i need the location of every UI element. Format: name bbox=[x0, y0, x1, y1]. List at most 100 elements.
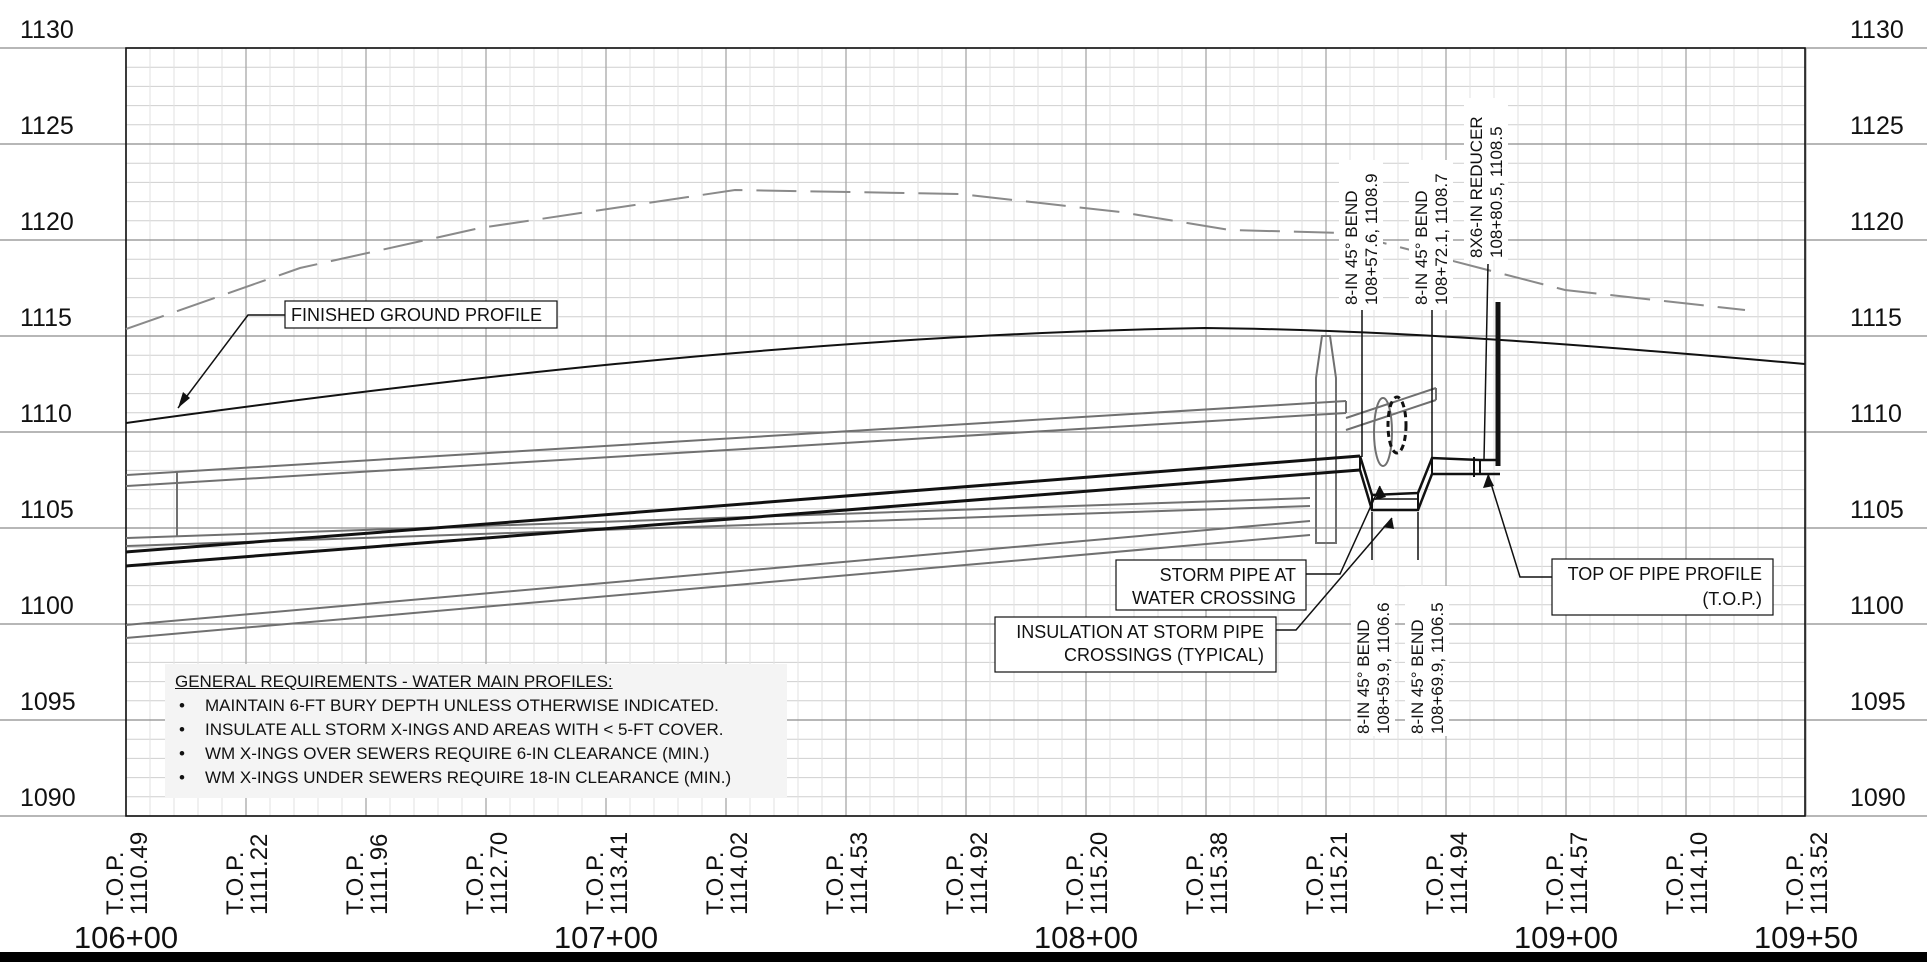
leader-arrowheads bbox=[178, 392, 1494, 529]
existing-ground-dashed-line bbox=[125, 188, 1746, 330]
top-label-3: T.O.P.1112.70 bbox=[462, 832, 513, 915]
top-label-value: 1115.38 bbox=[1206, 832, 1233, 915]
top-label-0: T.O.P.1110.49 bbox=[102, 832, 153, 915]
top-label-prefix: T.O.P. bbox=[582, 851, 609, 915]
fitting-4-line2: 108+59.9, 1106.6 bbox=[1374, 602, 1393, 734]
top-label-7: T.O.P.1114.92 bbox=[942, 832, 993, 915]
finished-ground-box bbox=[284, 300, 558, 329]
top-label-prefix: T.O.P. bbox=[1662, 851, 1689, 915]
top-label-8: T.O.P.1115.20 bbox=[1062, 832, 1113, 915]
top-label-2: T.O.P.1111.96 bbox=[342, 834, 393, 915]
storm-pipes bbox=[125, 335, 1437, 639]
notes-list: MAINTAIN 6-FT BURY DEPTH UNLESS OTHERWIS… bbox=[175, 694, 779, 790]
top-label-13: T.O.P.1114.10 bbox=[1662, 832, 1713, 915]
fitting-5-line2: 108+69.9, 1106.5 bbox=[1428, 602, 1447, 734]
elev-left-1125: 1125 bbox=[20, 112, 74, 140]
station-108-00: 108+00 bbox=[1034, 920, 1138, 955]
top-label-12: T.O.P.1114.57 bbox=[1542, 832, 1593, 915]
top-label-prefix: T.O.P. bbox=[462, 851, 489, 915]
insulation-label-2: CROSSINGS (TYPICAL) bbox=[1064, 645, 1264, 665]
elev-left-1105: 1105 bbox=[20, 496, 74, 524]
top-profile-label-2: (T.O.P.) bbox=[1702, 589, 1762, 609]
top-label-prefix: T.O.P. bbox=[222, 851, 249, 915]
top-label-10: T.O.P.1115.21 bbox=[1302, 832, 1353, 915]
water-main bbox=[125, 302, 1501, 568]
top-label-value: 1114.92 bbox=[966, 832, 993, 915]
elev-right-1115: 1115 bbox=[1850, 304, 1902, 332]
fitting-1-bg bbox=[1339, 160, 1383, 310]
station-109-50: 109+50 bbox=[1754, 920, 1858, 955]
fitting-1-line1: 8-IN 45° BEND bbox=[1342, 190, 1361, 305]
finished-ground-label: FINISHED GROUND PROFILE bbox=[291, 305, 542, 325]
top-label-6: T.O.P.1114.53 bbox=[822, 832, 873, 915]
elev-left-1115: 1115 bbox=[20, 304, 72, 332]
station-109-00: 109+00 bbox=[1514, 920, 1618, 955]
elev-right-1095: 1095 bbox=[1850, 688, 1906, 716]
note-item: WM X-INGS UNDER SEWERS REQUIRE 18-IN CLE… bbox=[179, 766, 779, 790]
top-label-prefix: T.O.P. bbox=[102, 851, 129, 915]
top-label-value: 1114.94 bbox=[1446, 832, 1473, 915]
top-label-value: 1110.49 bbox=[126, 832, 153, 915]
elev-right-1125: 1125 bbox=[1850, 112, 1904, 140]
top-label-prefix: T.O.P. bbox=[1782, 851, 1809, 915]
top-label-value: 1115.20 bbox=[1086, 832, 1113, 915]
elev-right-1110: 1110 bbox=[1850, 400, 1902, 428]
leader-lines bbox=[177, 263, 1552, 631]
top-label-prefix: T.O.P. bbox=[342, 851, 369, 915]
top-label-14: T.O.P.1113.52 bbox=[1782, 832, 1833, 915]
elev-right-1100: 1100 bbox=[1850, 592, 1904, 620]
fitting-4-bg bbox=[1351, 586, 1395, 736]
top-label-prefix: T.O.P. bbox=[702, 851, 729, 915]
top-label-value: 1114.53 bbox=[846, 832, 873, 915]
fitting-2-line2: 108+72.1, 1108.7 bbox=[1432, 173, 1451, 305]
elev-right-1105: 1105 bbox=[1850, 496, 1904, 524]
top-label-prefix: T.O.P. bbox=[1062, 851, 1089, 915]
notes-heading: GENERAL REQUIREMENTS - WATER MAIN PROFIL… bbox=[175, 672, 613, 691]
top-label-value: 1112.70 bbox=[486, 832, 513, 915]
sheet-bottom-border bbox=[0, 952, 1927, 962]
elev-left-1095: 1095 bbox=[20, 688, 76, 716]
elev-left-1130: 1130 bbox=[20, 16, 74, 44]
insulation-box bbox=[994, 616, 1277, 673]
fitting-2-bg bbox=[1409, 160, 1453, 310]
storm-pipe-box bbox=[1115, 559, 1307, 611]
elev-right-1090: 1090 bbox=[1850, 784, 1906, 812]
top-label-9: T.O.P.1115.38 bbox=[1182, 832, 1233, 915]
elev-right-1120: 1120 bbox=[1850, 208, 1904, 236]
storm-pipe-label-2: WATER CROSSING bbox=[1132, 588, 1296, 608]
elevation-labels: 1130 1125 1120 1115 1110 1105 1100 1095 … bbox=[20, 16, 1906, 812]
top-label-prefix: T.O.P. bbox=[1422, 851, 1449, 915]
top-label-prefix: T.O.P. bbox=[822, 851, 849, 915]
station-107-00: 107+00 bbox=[554, 920, 658, 955]
note-item: INSULATE ALL STORM X-INGS AND AREAS WITH… bbox=[179, 718, 779, 742]
elev-left-1120: 1120 bbox=[20, 208, 74, 236]
fitting-1-line2: 108+57.6, 1108.9 bbox=[1362, 173, 1381, 305]
top-label-value: 1114.10 bbox=[1686, 832, 1713, 915]
elev-left-1100: 1100 bbox=[20, 592, 74, 620]
top-label-prefix: T.O.P. bbox=[942, 851, 969, 915]
elev-right-1130: 1130 bbox=[1850, 16, 1904, 44]
top-label-value: 1115.21 bbox=[1326, 832, 1353, 915]
top-label-value: 1114.57 bbox=[1566, 832, 1593, 915]
top-label-1: T.O.P.1111.22 bbox=[222, 834, 273, 915]
insulation-label-1: INSULATION AT STORM PIPE bbox=[1016, 622, 1264, 642]
top-profile-box bbox=[1551, 558, 1774, 616]
storm-pipe-label-1: STORM PIPE AT bbox=[1160, 565, 1296, 585]
elev-left-1090: 1090 bbox=[20, 784, 76, 812]
finished-ground-line bbox=[125, 326, 1806, 424]
fitting-3-line2: 108+80.5, 1108.5 bbox=[1487, 126, 1506, 258]
top-label-4: T.O.P.1113.41 bbox=[582, 832, 633, 915]
fitting-3-line1: 8X6-IN REDUCER bbox=[1467, 116, 1486, 258]
fitting-5-bg bbox=[1405, 586, 1449, 736]
top-label-prefix: T.O.P. bbox=[1302, 851, 1329, 915]
top-label-prefix: T.O.P. bbox=[1182, 851, 1209, 915]
top-label-value: 1113.52 bbox=[1806, 832, 1833, 915]
fitting-5-line1: 8-IN 45° BEND bbox=[1408, 619, 1427, 734]
top-of-pipe-labels: T.O.P.1110.49 T.O.P.1111.22 T.O.P.1111.96 T… bbox=[102, 832, 1833, 915]
top-label-11: T.O.P.1114.94 bbox=[1422, 832, 1473, 915]
top-profile-label-1: TOP OF PIPE PROFILE bbox=[1568, 564, 1762, 584]
note-item: MAINTAIN 6-FT BURY DEPTH UNLESS OTHERWIS… bbox=[179, 694, 779, 718]
fitting-2-line1: 8-IN 45° BEND bbox=[1412, 190, 1431, 305]
top-label-prefix: T.O.P. bbox=[1542, 851, 1569, 915]
